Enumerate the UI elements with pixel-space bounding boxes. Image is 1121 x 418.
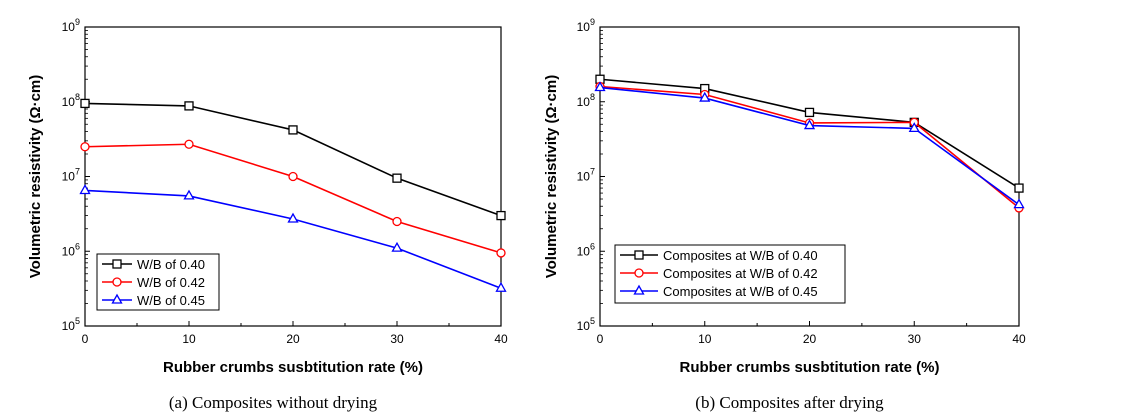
legend-label: Composites at W/B of 0.42 [663,266,818,281]
data-point [699,91,711,102]
data-point [391,241,403,252]
data-point [392,173,402,183]
series-circle [80,139,506,258]
legend-marker [112,277,122,287]
y-tick-label: 105 [62,316,80,333]
x-tick-label: 30 [390,332,404,346]
data-point [496,210,506,221]
legend-marker [634,250,644,260]
y-tick-label: 107 [62,167,80,184]
x-tick-label: 10 [182,332,196,346]
data-point [288,171,298,182]
y-tick-label: 109 [62,17,80,34]
series-circle [595,81,1024,213]
data-point [594,81,606,92]
legend-label: W/B of 0.40 [137,257,205,272]
legend-marker [111,293,123,304]
legend: Composites at W/B of 0.40 Composites at W… [614,244,846,304]
x-tick-label: 40 [1012,332,1026,346]
legend-marker [633,284,645,295]
y-tick-label: 109 [577,17,595,34]
data-point [79,184,91,195]
series-line [84,102,502,217]
y-tick-label: 105 [577,316,595,333]
figure-caption: (a) Composites without drying [169,393,378,412]
data-point [1013,198,1025,209]
legend-marker [112,259,122,269]
x-tick-label: 20 [803,332,817,346]
series-line [599,78,1020,189]
data-point [80,142,90,152]
data-point [288,125,298,135]
data-point [803,119,816,130]
series-line [599,86,1020,206]
series-triangle [594,81,1025,209]
x-tick-label: 30 [908,332,922,346]
series-square [80,98,506,221]
y-tick-label: 106 [577,241,595,258]
y-tick-label: 108 [62,92,80,109]
x-tick-label: 0 [597,332,604,346]
legend-label: W/B of 0.45 [137,293,205,308]
legend-marker [634,268,644,278]
data-point [1014,183,1024,193]
x-tick-label: 20 [286,332,300,346]
data-point [908,122,920,133]
data-point [287,212,299,223]
figure-caption: (b) Composites after drying [695,393,884,412]
data-point [184,101,194,111]
data-point [392,216,402,227]
legend-label: Composites at W/B of 0.40 [663,248,818,263]
x-tick-label: 40 [494,332,508,346]
chart-a: 0 10 20 30 40 105 106 107 108 109 Volumetric resis… [27,17,508,412]
series-line [599,85,1020,209]
data-point [496,248,506,258]
y-tick-label: 106 [62,241,80,258]
data-point [804,107,815,118]
series-triangle [79,184,507,292]
legend: W/B of 0.40 W/B of 0.42 W/B of 0.45 [96,253,220,311]
y-tick-label: 107 [577,167,595,184]
chart-b: 0 10 20 30 40 105 106 107 108 109 Volumetric resis… [543,17,1026,412]
x-tick-label: 0 [82,332,89,346]
data-point [495,281,507,292]
x-axis-title: Rubber crumbs susbtitution rate (%) [163,359,423,376]
legend-label: Composites at W/B of 0.45 [663,284,818,299]
data-point [80,98,90,109]
y-tick-label: 108 [577,92,595,109]
y-axis-title: Volumetric resistivity (Ω·cm) [543,75,560,278]
x-axis-title: Rubber crumbs susbtitution rate (%) [679,359,939,376]
x-tick-label: 10 [698,332,712,346]
series-line [84,143,502,254]
data-point [184,139,194,149]
y-axis-title: Volumetric resistivity (Ω·cm) [27,75,44,278]
data-point [183,189,195,200]
legend-label: W/B of 0.42 [137,275,205,290]
